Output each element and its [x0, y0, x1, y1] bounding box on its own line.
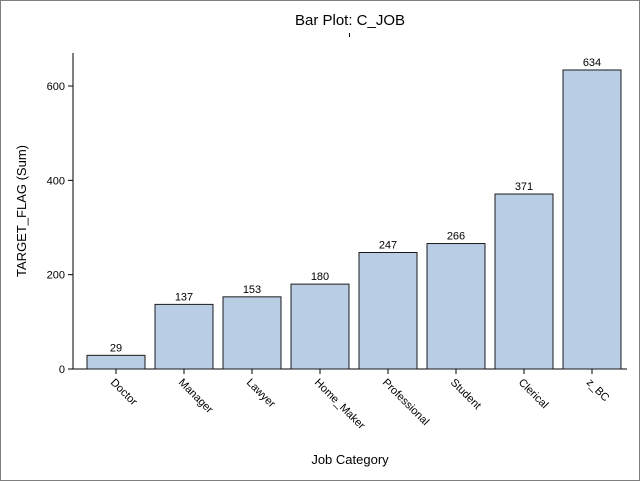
title-tick-mark — [349, 33, 350, 37]
bar — [222, 296, 282, 370]
bar-data-label: 153 — [243, 284, 261, 296]
bar-data-label: 371 — [515, 181, 533, 193]
y-tick-label: 0 — [59, 364, 65, 376]
y-tick-label: 600 — [47, 81, 65, 93]
x-tick-label: z_BC — [584, 377, 612, 405]
x-tick-label: Student — [448, 377, 483, 412]
y-tick-label: 200 — [47, 270, 65, 282]
bar-data-label: 137 — [175, 291, 193, 303]
bar — [154, 303, 214, 370]
bar-data-label: 266 — [447, 231, 465, 243]
x-tick-label: Lawyer — [244, 377, 278, 411]
x-axis-label: Job Category — [311, 452, 389, 467]
chart-title: Bar Plot: C_JOB — [295, 12, 405, 29]
plot-area: 0 200 400 600 29 Doctor 137 Manager 153 Lawyer 180… — [47, 53, 627, 432]
bar-data-label: 634 — [583, 57, 601, 69]
y-tick-label: 400 — [47, 175, 65, 187]
x-tick-label: Clerical — [516, 377, 550, 411]
bar — [494, 193, 554, 370]
x-tick-label: Home_Maker — [312, 377, 367, 432]
bar — [358, 252, 418, 370]
bar — [86, 354, 146, 370]
bar — [562, 69, 622, 370]
bar-data-label: 180 — [311, 271, 329, 283]
bar — [426, 243, 486, 370]
bar-data-label: 29 — [110, 342, 122, 354]
x-tick-label: Professional — [380, 377, 431, 428]
y-axis-label: TARGET_FLAG (Sum) — [14, 145, 29, 277]
bar — [290, 283, 350, 370]
bar-data-label: 247 — [379, 240, 397, 252]
x-tick-label: Doctor — [108, 377, 140, 409]
x-tick-label: Manager — [176, 377, 215, 416]
